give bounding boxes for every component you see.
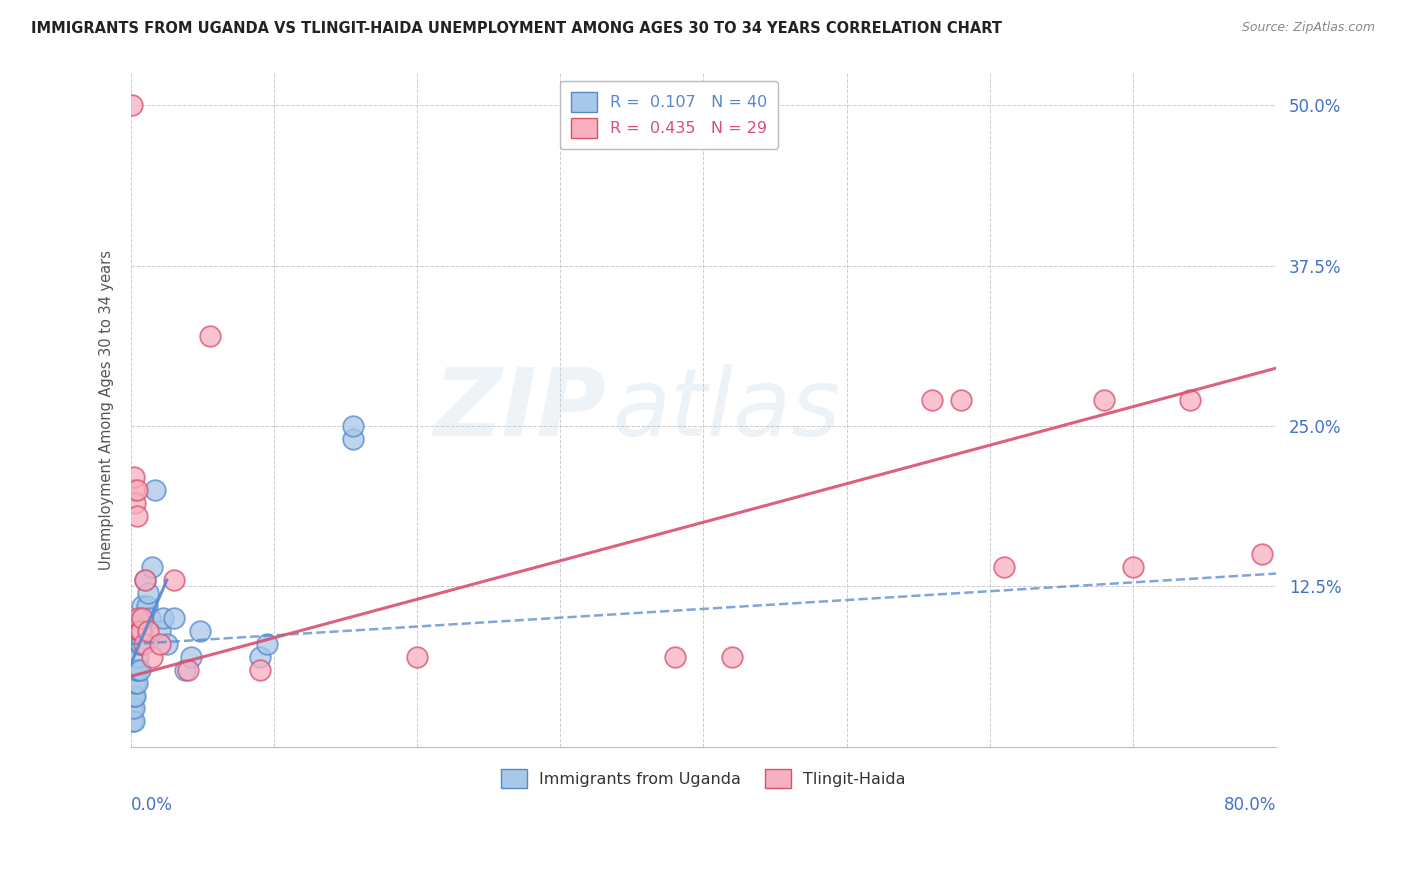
Point [163, 611, 186, 625]
Point [180, 650, 202, 665]
Point [138, 611, 160, 625]
Point [1250, 547, 1272, 561]
Point [128, 637, 150, 651]
Point [188, 624, 211, 639]
Point [1178, 393, 1201, 408]
Point [127, 611, 149, 625]
Point [921, 393, 943, 408]
Point [149, 637, 172, 651]
Point [122, 663, 145, 677]
Point [129, 611, 152, 625]
Point [125, 675, 148, 690]
Point [342, 432, 364, 446]
Point [124, 689, 146, 703]
Y-axis label: Unemployment Among Ages 30 to 34 years: Unemployment Among Ages 30 to 34 years [100, 250, 114, 570]
Point [136, 624, 159, 639]
Point [131, 599, 153, 613]
Point [132, 637, 155, 651]
Point [156, 637, 179, 651]
Point [128, 624, 150, 639]
Point [342, 419, 364, 434]
Point [141, 650, 163, 665]
Point [124, 496, 146, 510]
Point [134, 573, 156, 587]
Point [127, 650, 149, 665]
Point [122, 714, 145, 728]
Point [163, 573, 186, 587]
Point [177, 663, 200, 677]
Point [406, 650, 429, 665]
Point [125, 637, 148, 651]
Point [136, 586, 159, 600]
Text: Source: ZipAtlas.com: Source: ZipAtlas.com [1241, 21, 1375, 34]
Point [198, 329, 221, 343]
Point [256, 637, 278, 651]
Point [125, 483, 148, 497]
Point [131, 611, 153, 625]
Point [950, 393, 973, 408]
Point [249, 663, 271, 677]
Point [121, 689, 143, 703]
Point [121, 714, 143, 728]
Point [122, 701, 145, 715]
Point [132, 611, 155, 625]
Point [1092, 393, 1115, 408]
Point [152, 611, 174, 625]
Point [134, 573, 156, 587]
Point [125, 508, 148, 523]
Point [125, 663, 148, 677]
Point [128, 663, 150, 677]
Point [121, 98, 143, 112]
Point [121, 701, 143, 715]
Point [122, 689, 145, 703]
Point [664, 650, 686, 665]
Point [249, 650, 271, 665]
Legend: Immigrants from Uganda, Tlingit-Haida: Immigrants from Uganda, Tlingit-Haida [494, 761, 914, 797]
Text: 80.0%: 80.0% [1223, 796, 1277, 814]
Point [149, 624, 172, 639]
Point [127, 624, 149, 639]
Point [124, 663, 146, 677]
Text: ZIP: ZIP [433, 364, 606, 456]
Point [124, 675, 146, 690]
Point [174, 663, 197, 677]
Point [122, 470, 145, 484]
Point [993, 560, 1015, 574]
Point [131, 624, 153, 639]
Point [122, 483, 145, 497]
Point [127, 663, 149, 677]
Point [135, 599, 157, 613]
Point [141, 560, 163, 574]
Point [129, 624, 152, 639]
Point [721, 650, 744, 665]
Text: 0.0%: 0.0% [131, 796, 173, 814]
Point [129, 637, 152, 651]
Point [1122, 560, 1144, 574]
Text: atlas: atlas [612, 365, 841, 456]
Point [143, 483, 166, 497]
Text: IMMIGRANTS FROM UGANDA VS TLINGIT-HAIDA UNEMPLOYMENT AMONG AGES 30 TO 34 YEARS C: IMMIGRANTS FROM UGANDA VS TLINGIT-HAIDA … [31, 21, 1002, 36]
